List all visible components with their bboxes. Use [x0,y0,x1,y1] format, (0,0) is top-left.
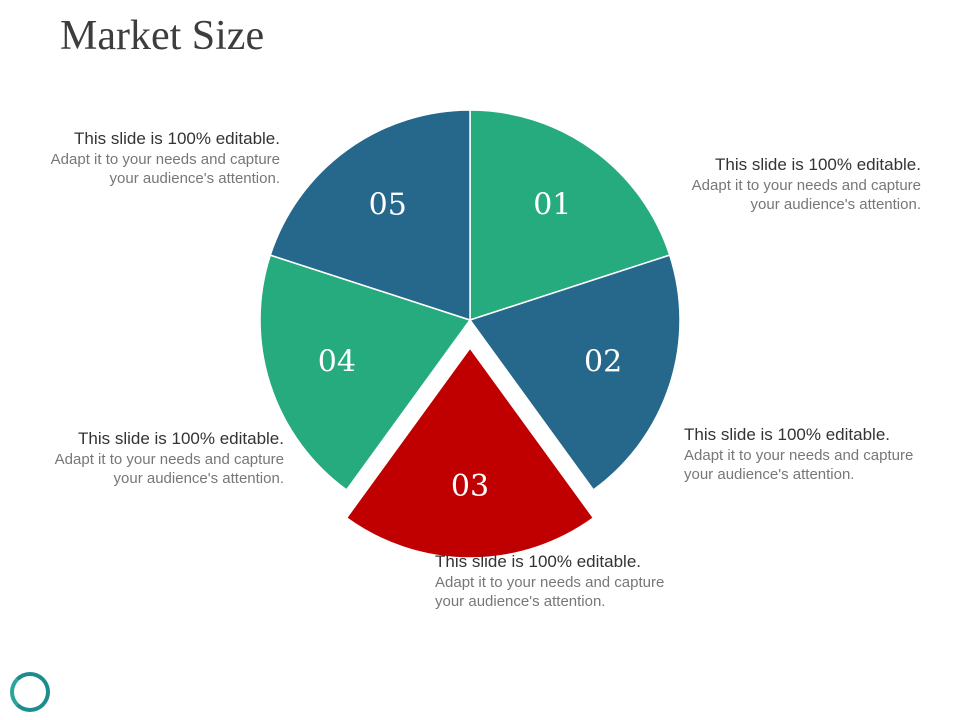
pie-slice-04 [259,254,472,491]
callout-heading: This slide is 100% editable. [684,425,891,444]
pie-slice-01 [469,109,671,322]
callout-text: Adapt it to your needs and capture your … [691,177,921,213]
callout-heading: This slide is 100% editable. [714,155,921,174]
callout-text: Adapt it to your needs and capture your … [50,151,280,187]
callout-heading: This slide is 100% editable. [73,129,280,148]
callout-04: This slide is 100% editable. Adapt it to… [435,551,675,611]
slice-label-01: 01 [533,188,571,223]
pie-slice-02 [468,254,681,491]
callout-text: Adapt it to your needs and capture your … [435,574,665,610]
callout-03: This slide is 100% editable. Adapt it to… [684,424,924,484]
slice-label-03: 03 [451,469,489,504]
circle-ring-icon [10,672,50,712]
page-title: Market Size [60,13,265,59]
slice-label-02: 02 [584,344,622,379]
callout-text: Adapt it to your needs and capture your … [54,451,284,487]
callout-02: This slide is 100% editable. Adapt it to… [681,154,921,214]
callout-01: This slide is 100% editable. Adapt it to… [40,128,280,188]
callout-heading: This slide is 100% editable. [435,552,642,571]
pie-slice-05 [269,109,471,322]
slice-label-05: 05 [369,188,407,223]
callout-text: Adapt it to your needs and capture your … [684,447,914,483]
pie-slice-03 [345,346,595,559]
callout-heading: This slide is 100% editable. [77,429,284,448]
slice-label-04: 04 [318,344,356,379]
callout-05: This slide is 100% editable. Adapt it to… [44,428,284,488]
